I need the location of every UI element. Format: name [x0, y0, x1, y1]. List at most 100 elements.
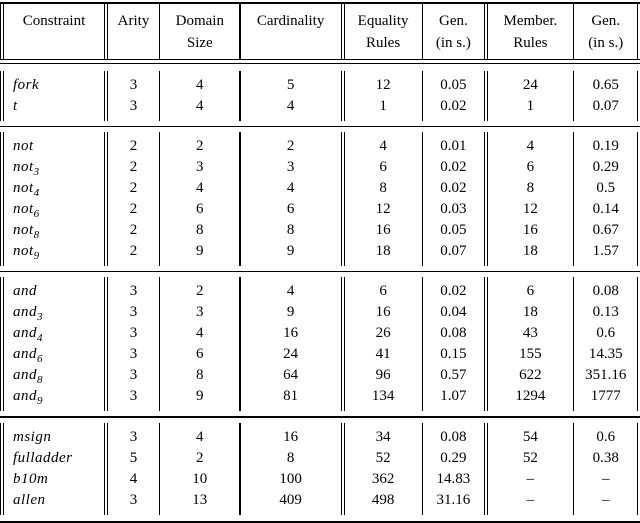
double-vertical-rule [0, 4, 4, 59]
value-column: 34 52 362 498 [345, 423, 422, 515]
constraint-subscript: 6 [37, 353, 43, 366]
table-cell: 6 [286, 201, 295, 218]
table-cell: 8 [196, 367, 204, 384]
table-cell: and3 [4, 302, 104, 323]
value-column: 2 3 4 6 8 9 [160, 132, 239, 266]
table-cell: 52 [375, 449, 391, 466]
table-cell: 1.57 [592, 243, 619, 260]
table-cell: t [4, 96, 104, 117]
table-cell: 54 [522, 428, 538, 445]
value-column: 2 3 4 6 8 9 [160, 277, 239, 411]
table-cell: 0.01 [440, 138, 467, 155]
constraint-subscript: 4 [33, 187, 40, 200]
header-col-constraint: Constraint [4, 4, 104, 59]
double-vertical-rule [0, 277, 4, 412]
table-cell: 1 [526, 98, 535, 114]
table-cell: 4 [286, 283, 295, 300]
value-column: 3 5 4 3 [108, 423, 159, 515]
constraint-subscript: 4 [37, 332, 43, 345]
table-cell: 622 [519, 367, 542, 384]
table-cell: 3 [129, 491, 138, 508]
value-column: 0.6 0.38 – – [574, 423, 637, 515]
constraint-subscript: 8 [37, 374, 43, 387]
value-column: 2 2 2 2 2 2 [108, 132, 159, 266]
table-cell: 3 [286, 159, 295, 176]
header-col-member-rules: Member. Rules [488, 4, 573, 59]
constraint-name: allen [13, 491, 46, 508]
table-cell: – [526, 491, 535, 508]
table-cell: 3 [129, 283, 138, 300]
table-section: and and3 and4 and6 and8 and9 3 3 3 3 3 3 2 3 4 6 8 9 4 9 16 2… [0, 277, 640, 412]
header-label: Cardinality [256, 13, 325, 29]
header-col-gen-in-s: Gen. (in s.) [574, 4, 637, 59]
vertical-rule [421, 422, 423, 515]
table-cell: fork [4, 75, 104, 96]
vertical-rule [159, 4, 161, 59]
vertical-rule [239, 132, 241, 267]
double-vertical-rule [104, 422, 108, 515]
table-cell: 16 [375, 222, 391, 239]
section-separator [0, 416, 640, 418]
table-cell: 8 [286, 449, 295, 466]
table-cell: 1294 [515, 388, 546, 405]
table-cell: 0.29 [440, 449, 467, 466]
table-cell: 18 [375, 243, 391, 260]
table-cell: – [601, 470, 610, 487]
table-cell: 2 [129, 180, 138, 197]
table-section: not not3 not4 not6 not8 not9 2 2 2 2 2 2 2 3 4 6 8 9 2 3 4 6 8… [0, 132, 640, 267]
value-column: 0.19 0.29 0.5 0.14 0.67 1.57 [574, 132, 637, 266]
table-cell: 43 [522, 325, 538, 342]
double-vertical-rule [483, 422, 488, 515]
table-body: fork t 3 3 4 4 5 4 12 1 0.05 0.02 24 1 0.65 0.07 not not3… [0, 71, 640, 515]
constraint-subscript: 6 [33, 208, 40, 221]
table-cell: b10m [4, 469, 104, 490]
table-cell: 8 [526, 180, 535, 197]
constraint-name: not [13, 243, 34, 260]
header-label: Size [186, 35, 213, 51]
section-separator [0, 271, 640, 273]
constraint-name: msign [13, 428, 52, 445]
header-label: Rules [366, 35, 401, 51]
top-rule [0, 2, 640, 4]
table-cell: 155 [519, 346, 542, 363]
constraint-name: and [13, 325, 37, 342]
table-cell: 3 [129, 346, 138, 363]
table-cell: 0.65 [592, 77, 619, 93]
table-cell: 498 [371, 491, 395, 508]
value-column: 16 8 100 409 [241, 423, 341, 515]
header-label: Domain [175, 13, 224, 29]
value-column: 4 2 10 13 [160, 423, 239, 515]
table-cell: 3 [129, 428, 138, 445]
table-cell: 3 [129, 367, 138, 384]
table-cell: 0.13 [592, 304, 619, 321]
table-cell: 1777 [590, 388, 621, 405]
table-cell: 1.07 [440, 388, 467, 405]
table-cell: 0.08 [440, 325, 467, 342]
vertical-rule [421, 4, 423, 59]
vertical-rule [421, 132, 423, 267]
vertical-rule [159, 132, 161, 267]
double-vertical-rule [637, 422, 640, 515]
table-cell: 12 [375, 77, 391, 93]
double-vertical-rule [483, 277, 488, 412]
value-column: 24 1 [488, 71, 573, 121]
constraint-name: and [13, 283, 37, 300]
table-cell: 4 [129, 470, 138, 487]
vertical-rule [572, 422, 575, 515]
table-cell: 6 [379, 283, 387, 300]
value-column: 4 9 16 24 64 81 [241, 277, 341, 411]
table-cell: 3 [129, 325, 138, 342]
constraint-column: not not3 not4 not6 not8 not9 [4, 132, 104, 266]
table-cell: 0.6 [596, 325, 616, 342]
table-cell: 3 [129, 77, 138, 93]
constraint-name: not [13, 222, 34, 239]
constraint-name: b10m [13, 470, 49, 487]
vertical-rule [572, 132, 575, 267]
double-vertical-rule [340, 71, 345, 121]
table-cell: 0.29 [592, 159, 619, 176]
table-cell: 0.08 [592, 283, 619, 300]
table-cell: 9 [196, 388, 204, 405]
constraint-name: not [13, 159, 34, 176]
